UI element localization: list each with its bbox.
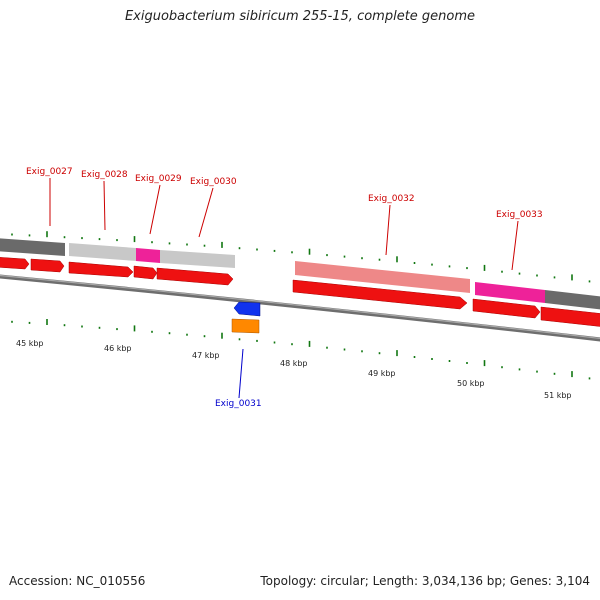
gene-label-exig-0029[interactable]: Exig_0029 xyxy=(135,174,182,184)
accession-text: Accession: NC_010556 xyxy=(9,574,146,588)
scale-label-50kbp: 50 kbp xyxy=(457,379,485,388)
leader-exig-0029 xyxy=(149,184,161,235)
gene-label-exig-0032[interactable]: Exig_0032 xyxy=(368,194,415,204)
gene-label-exig-0028[interactable]: Exig_0028 xyxy=(81,170,128,180)
genome-backbone-highlight xyxy=(0,274,600,340)
cds-arrow xyxy=(292,279,468,310)
feature-bar-magenta xyxy=(136,248,160,263)
cds-track xyxy=(0,257,600,327)
scale-label-51kbp: 51 kbp xyxy=(544,391,572,400)
scale-label-49kbp: 49 kbp xyxy=(368,369,396,378)
cds-arrow xyxy=(156,267,234,286)
leader-exig-0030 xyxy=(198,187,214,238)
gene-label-exig-0027[interactable]: Exig_0027 xyxy=(26,167,73,177)
feature-blue-arrow xyxy=(233,301,261,317)
gene-leaders xyxy=(49,178,519,399)
cds-arrow xyxy=(133,265,158,280)
tick-row-lower xyxy=(11,319,591,380)
tick-row-upper xyxy=(11,231,591,283)
leader-exig-0028 xyxy=(103,180,106,231)
genome-summary-text: Topology: circular; Length: 3,034,136 bp… xyxy=(260,574,590,588)
feature-orange-box xyxy=(231,318,260,334)
feature-bar-light xyxy=(160,250,235,268)
leader-exig-0032 xyxy=(385,204,391,256)
cds-arrow xyxy=(540,306,600,327)
scale-label-45kbp: 45 kbp xyxy=(16,339,44,348)
feature-track-upper xyxy=(0,238,600,310)
scale-label-48kbp: 48 kbp xyxy=(280,359,308,368)
cds-arrow xyxy=(30,258,65,273)
feature-bar-dark xyxy=(0,238,65,256)
gene-label-exig-0030[interactable]: Exig_0030 xyxy=(190,177,237,187)
cds-arrow xyxy=(68,261,134,278)
feature-bar-pink xyxy=(295,261,470,293)
cds-arrow xyxy=(0,257,30,270)
feature-bar-magenta xyxy=(475,282,545,303)
leader-exig-0031 xyxy=(238,348,244,399)
feature-bar-light xyxy=(69,243,136,261)
gene-label-exig-0033[interactable]: Exig_0033 xyxy=(496,210,543,220)
map-title: Exiguobacterium sibiricum 255-15, comple… xyxy=(124,9,476,24)
scale-label-46kbp: 46 kbp xyxy=(104,344,132,353)
leader-exig-0033 xyxy=(511,220,519,271)
genome-backbone xyxy=(0,274,600,342)
scale-label-47kbp: 47 kbp xyxy=(192,351,220,360)
cds-arrow xyxy=(472,298,541,319)
feature-bar-dark xyxy=(545,290,600,310)
gene-label-exig-0031[interactable]: Exig_0031 xyxy=(215,399,262,409)
